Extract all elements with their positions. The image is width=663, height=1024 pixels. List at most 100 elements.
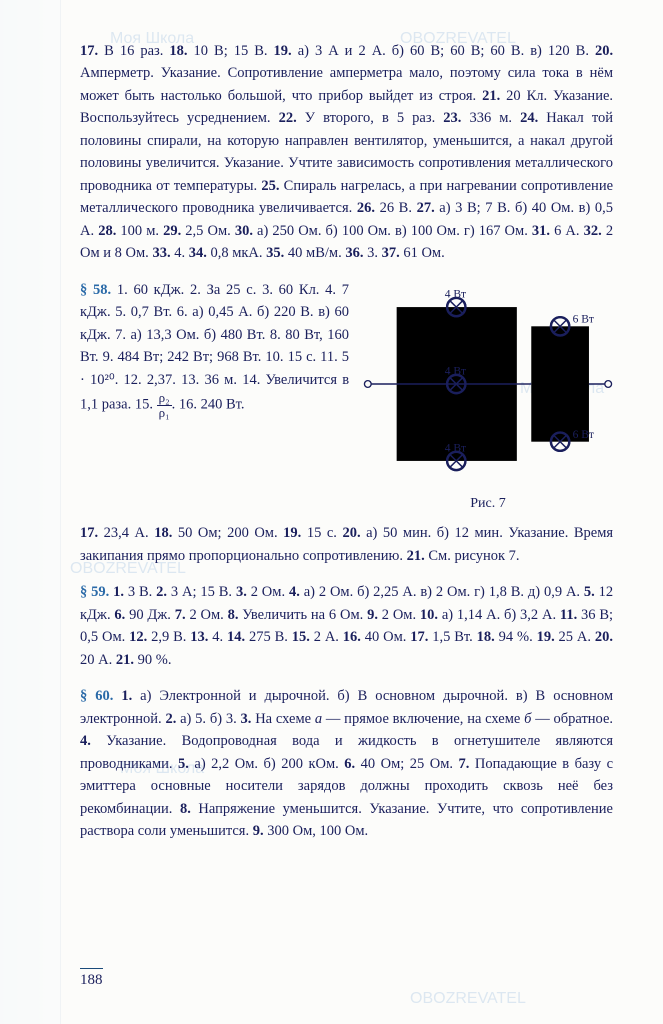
- answer-number: 5.: [115, 304, 126, 320]
- answer-text: 2 Ом.: [382, 607, 416, 623]
- answer-text: 36 м.: [204, 372, 237, 388]
- answer-number: 2.: [165, 711, 176, 727]
- answer-number: 30.: [235, 223, 253, 239]
- svg-text:4 Вт: 4 Вт: [445, 288, 466, 300]
- answer-number: 24.: [520, 110, 538, 126]
- answer-number: 13.: [190, 629, 208, 645]
- answer-text: 50 Ом; 200 Ом.: [178, 525, 278, 541]
- answer-text: За 25 с.: [207, 282, 257, 298]
- answer-number: 18.: [169, 43, 187, 59]
- answer-text: 0,8 мкА.: [210, 245, 262, 261]
- answer-number: 1.: [113, 584, 124, 600]
- answer-number: 6.: [114, 607, 125, 623]
- answer-text: 300 Ом, 100 Ом.: [267, 823, 368, 839]
- answer-text: а) 5. б) 3.: [180, 711, 237, 727]
- answer-text: Увеличить на 6 Ом.: [242, 607, 363, 623]
- answer-number: 21.: [407, 548, 425, 564]
- answer-number: 5.: [178, 756, 189, 772]
- answer-text: 2 Ом.: [189, 607, 223, 623]
- answer-number: 34.: [189, 245, 207, 261]
- answer-text: 2 Ом.: [251, 584, 285, 600]
- answer-text: а) 2 Ом. б) 2,25 А. в) 2 Ом. г) 1,8 В. д…: [304, 584, 580, 600]
- circuit-figure-7: 4 Вт 4 Вт 4 Вт 6 Вт 6 Вт: [363, 279, 613, 489]
- fraction: ρ₂ρ₁: [157, 391, 172, 419]
- answer-number: 11.: [560, 607, 577, 623]
- answer-number: 12.: [124, 372, 142, 388]
- section-59-head: § 59.: [80, 584, 109, 600]
- answer-number: 8.: [180, 801, 191, 817]
- answer-number: 32.: [584, 223, 602, 239]
- answer-text: 240 Вт.: [201, 397, 245, 413]
- answer-number: 6.: [177, 304, 188, 320]
- answer-text: 25 А.: [559, 629, 591, 645]
- answer-number: 17.: [80, 525, 98, 541]
- answer-text: 40 Ом; 25 Ом.: [361, 756, 453, 772]
- page-number: 188: [80, 968, 103, 992]
- answer-number: 27.: [417, 200, 435, 216]
- answer-number: 1.: [117, 282, 128, 298]
- answer-text: У второго, в 5 раз.: [305, 110, 435, 126]
- svg-text:6 Вт: 6 Вт: [573, 313, 594, 325]
- answer-number: 15.: [292, 629, 310, 645]
- answer-text: а) 3 А и 2 А. б) 60 В; 60 В; 60 В. в) 12…: [298, 43, 589, 59]
- answer-number: 18.: [477, 629, 495, 645]
- answer-text: См. рисунок 7.: [428, 548, 519, 564]
- answer-number: 5.: [584, 584, 595, 600]
- section-58-wrap: § 58. 1. 60 кДж. 2. За 25 с. 3. 60 Кл. 4…: [80, 279, 613, 515]
- answer-number: 16.: [179, 397, 197, 413]
- answer-number: 7.: [459, 756, 470, 772]
- answer-text: 60 Кл.: [279, 282, 320, 298]
- answer-text: 3 А; 15 В.: [171, 584, 232, 600]
- answer-text: 1,5 Вт.: [432, 629, 473, 645]
- answer-number: 7.: [175, 607, 186, 623]
- answer-text: 61 Ом.: [403, 245, 444, 261]
- section-60-head: § 60.: [80, 688, 113, 704]
- answer-number: 11.: [320, 349, 338, 365]
- answer-number: 19.: [283, 525, 301, 541]
- answer-number: 3.: [241, 711, 252, 727]
- answer-number: 23.: [443, 110, 461, 126]
- answer-text: 275 В.: [249, 629, 288, 645]
- answer-text: 20 А.: [80, 652, 112, 668]
- answer-number: 8.: [228, 607, 239, 623]
- answer-text: 3 В.: [128, 584, 152, 600]
- answer-number: 35.: [266, 245, 284, 261]
- answer-number: 12.: [129, 629, 147, 645]
- answer-text: 26 В.: [380, 200, 412, 216]
- section-59-block: § 59. 1. 3 В. 2. 3 А; 15 В. 3. 2 Ом. 4. …: [80, 581, 613, 671]
- answer-text: 4.: [174, 245, 185, 261]
- svg-text:4 Вт: 4 Вт: [445, 365, 466, 377]
- answer-text: 2,5 Ом.: [185, 223, 230, 239]
- answer-text: 484 Вт; 242 Вт; 968 Вт.: [117, 349, 261, 365]
- answer-number: 19.: [537, 629, 555, 645]
- answer-text: 0,7 Вт.: [131, 304, 172, 320]
- answer-number: 28.: [98, 223, 116, 239]
- answer-number: 8.: [270, 327, 281, 343]
- answer-number: 14.: [227, 629, 245, 645]
- answers-block-17: 17. В 16 раз. 18. 10 В; 15 В. 19. а) 3 А…: [80, 40, 613, 265]
- svg-text:6 Вт: 6 Вт: [573, 429, 594, 441]
- answer-number: 9.: [367, 607, 378, 623]
- answer-text: а) 1,14 А. б) 3,2 А.: [442, 607, 556, 623]
- answer-number: 29.: [163, 223, 181, 239]
- answer-text: 15 с.: [307, 525, 337, 541]
- answer-text: 40 Ом.: [365, 629, 407, 645]
- section-60-block: § 60. 1. а) Электронной и дырочной. б) В…: [80, 685, 613, 842]
- answer-text: 3.: [367, 245, 378, 261]
- section-58-text: § 58. 1. 60 кДж. 2. За 25 с. 3. 60 Кл. 4…: [80, 279, 349, 420]
- answer-text: 2,9 В.: [151, 629, 186, 645]
- answer-number: 2.: [190, 282, 201, 298]
- answer-number: 20.: [595, 43, 613, 59]
- answer-number: 37.: [382, 245, 400, 261]
- answer-number: 10.: [420, 607, 438, 623]
- answer-text: На схеме а — прямое включение, на схеме …: [255, 711, 613, 727]
- answer-text: 94 %.: [499, 629, 533, 645]
- answer-number: 10.: [265, 349, 283, 365]
- answer-number: 9.: [253, 823, 264, 839]
- answer-number: 15.: [135, 397, 153, 413]
- answer-text: 90 %.: [138, 652, 172, 668]
- answer-number: 17.: [410, 629, 428, 645]
- answer-number: 4.: [80, 733, 91, 749]
- answer-text: 60 кДж.: [133, 282, 184, 298]
- answer-number: 14.: [242, 372, 260, 388]
